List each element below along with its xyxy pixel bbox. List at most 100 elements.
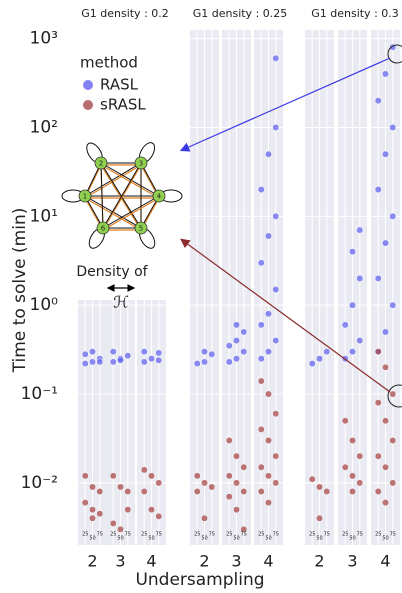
point — [356, 274, 364, 282]
point — [308, 360, 316, 368]
point — [323, 488, 331, 495]
point — [124, 352, 132, 360]
point — [382, 70, 389, 78]
point — [349, 301, 356, 309]
inset-graph: 1 2 3 4 5 6 — [61, 142, 183, 249]
point — [272, 286, 280, 293]
point — [155, 356, 163, 364]
point — [225, 472, 233, 480]
point — [265, 150, 272, 158]
point — [81, 350, 89, 358]
x-tick-label: 75 — [324, 532, 330, 538]
graph-edge — [100, 162, 160, 197]
point — [225, 342, 233, 350]
point — [382, 499, 389, 507]
point — [233, 337, 240, 344]
point — [374, 186, 382, 194]
point — [124, 488, 132, 495]
y-axis-label: Time to solve (min) — [10, 208, 30, 374]
category-label: 2 — [87, 552, 97, 571]
graph-edge — [100, 162, 104, 229]
category-label: 4 — [263, 552, 273, 571]
graph-node-label: 5 — [139, 225, 143, 233]
point — [349, 437, 356, 444]
legend-title: method — [80, 54, 138, 72]
graph-node — [96, 221, 110, 235]
point — [257, 321, 265, 329]
point — [109, 348, 117, 356]
point — [265, 472, 272, 480]
x-axis-label: Undersampling — [135, 570, 264, 590]
point — [233, 506, 240, 514]
point — [341, 321, 349, 329]
x-tick-label: 75 — [209, 532, 215, 538]
point — [155, 349, 163, 357]
graph-node-label: 3 — [139, 160, 143, 168]
x-tick-label: 50 — [89, 536, 95, 542]
point — [89, 358, 96, 366]
point — [272, 479, 280, 487]
category-label: 4 — [146, 552, 156, 571]
x-tick-label: 50 — [201, 536, 207, 542]
point — [316, 483, 323, 491]
point — [374, 399, 382, 407]
point — [272, 54, 280, 62]
point — [349, 248, 356, 256]
point — [323, 348, 331, 356]
graph-edge — [84, 162, 142, 197]
category-label: 3 — [115, 552, 125, 571]
x-tick-label: 50 — [316, 536, 322, 542]
annotation: Density of — [76, 264, 148, 280]
x-tick-label: 25 — [194, 532, 200, 538]
point — [89, 514, 96, 522]
category-label: 3 — [347, 552, 357, 571]
point — [201, 479, 208, 487]
point — [265, 348, 272, 356]
point — [272, 212, 280, 220]
point — [201, 514, 208, 522]
x-tick-label: 50 — [148, 536, 154, 542]
point — [265, 310, 272, 318]
point — [89, 506, 96, 514]
graph-edge — [84, 164, 142, 199]
point — [349, 488, 356, 495]
point — [341, 417, 349, 425]
point — [225, 437, 233, 444]
highlight-circle — [387, 384, 402, 408]
x-tick-label: 25 — [110, 532, 116, 538]
point — [233, 479, 240, 487]
point — [148, 472, 155, 480]
point — [265, 232, 272, 240]
legend-marker — [83, 100, 93, 110]
x-tick-label: 75 — [357, 532, 363, 538]
point — [356, 452, 364, 460]
point — [389, 124, 397, 131]
point — [81, 472, 89, 480]
point — [374, 348, 382, 356]
point — [374, 274, 382, 282]
graph-edge — [102, 195, 160, 229]
point — [96, 510, 104, 518]
point — [109, 472, 117, 480]
point — [109, 358, 117, 366]
x-tick-label: 25 — [375, 532, 381, 538]
point — [193, 472, 201, 480]
x-tick-label: 75 — [390, 532, 396, 538]
point — [265, 437, 272, 444]
panel-title: G1 density : 0.25 — [193, 7, 288, 20]
point — [272, 452, 280, 460]
y-tick-label: 10⁻¹ — [21, 384, 58, 404]
point — [148, 506, 155, 514]
arrow — [180, 238, 391, 393]
point — [96, 358, 104, 366]
x-tick-label: 50 — [265, 536, 271, 542]
point — [257, 425, 265, 433]
point — [272, 410, 280, 418]
point — [356, 337, 364, 344]
graph-node — [152, 189, 166, 203]
graph-node-label: 4 — [157, 193, 162, 201]
point — [89, 348, 96, 356]
graph-node — [78, 189, 92, 203]
point — [257, 355, 265, 363]
point — [201, 348, 208, 356]
